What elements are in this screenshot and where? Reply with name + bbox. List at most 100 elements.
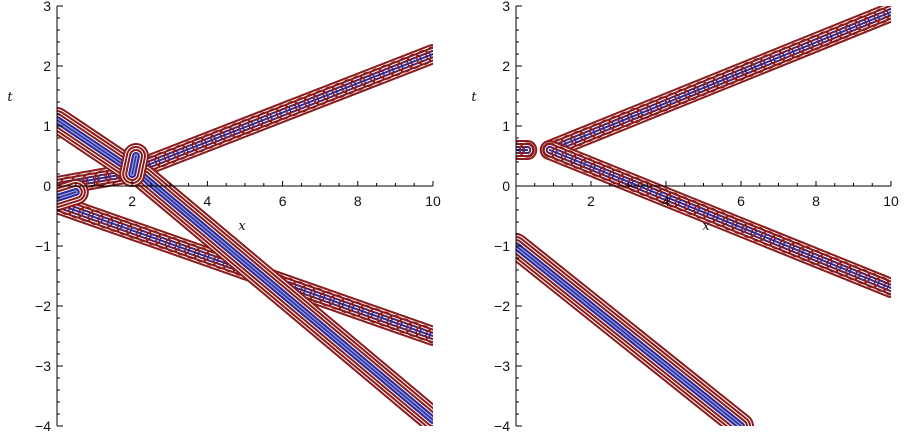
- x-tick-label: 2: [128, 193, 136, 209]
- bead-ring: [275, 104, 292, 120]
- series-band: [57, 107, 142, 181]
- bead-ring: [760, 54, 776, 70]
- bead-ring: [425, 328, 433, 344]
- bead-ring: [741, 61, 757, 78]
- bead-ring: [864, 12, 880, 28]
- bead-ring: [617, 173, 634, 189]
- bead-ring: [684, 84, 700, 101]
- bead-ring: [359, 71, 376, 88]
- bead-ring: [313, 90, 329, 106]
- bead-ring: [854, 268, 871, 285]
- bead-ring: [165, 237, 181, 253]
- bead-ring: [377, 311, 393, 327]
- contour-line: [548, 11, 891, 151]
- bead-ring: [655, 96, 672, 112]
- bead-ring: [203, 250, 219, 266]
- bead-ring: [174, 240, 190, 256]
- series-band: [516, 140, 538, 160]
- bead-ring: [779, 238, 795, 254]
- bead-ring: [779, 46, 795, 62]
- y-tick-label: 3: [43, 0, 51, 14]
- bead-ring: [285, 100, 301, 117]
- y-tick-label: −2: [35, 298, 51, 314]
- bead-ring: [229, 122, 245, 138]
- bead-ring: [655, 188, 672, 204]
- bead-ring: [817, 31, 833, 47]
- bead-ring: [741, 222, 757, 239]
- bead-ring: [703, 77, 719, 93]
- bead-ring: [807, 249, 823, 265]
- contour-line: [142, 176, 433, 421]
- x-tick-label: 6: [279, 193, 287, 209]
- y-tick-label: 0: [43, 178, 51, 194]
- bead-ring: [845, 265, 861, 281]
- bead-ring: [873, 8, 890, 24]
- bead-ring: [319, 291, 335, 307]
- bead-ring: [210, 130, 226, 146]
- bead-ring: [665, 192, 681, 208]
- bead-core: [523, 146, 532, 154]
- x-axis-label: x: [702, 219, 710, 234]
- bead-ring: [145, 230, 162, 246]
- bead-ring: [836, 23, 852, 39]
- bead-ring: [173, 144, 189, 160]
- bead-ring: [406, 53, 422, 69]
- bead-ring: [386, 314, 403, 331]
- bead-ring: [731, 65, 747, 81]
- bead-ring: [826, 257, 842, 273]
- bead-ring: [570, 153, 586, 170]
- bead-ring: [247, 115, 264, 131]
- series-band: [539, 140, 891, 298]
- bead-ring: [87, 209, 104, 226]
- bead-ring: [731, 219, 747, 235]
- bead-ring: [78, 206, 94, 222]
- series-band: [539, 6, 891, 160]
- y-axis-label: t: [471, 90, 477, 105]
- bead-ring: [154, 151, 170, 168]
- x-tick-label: 2: [587, 193, 595, 209]
- bead-ring: [674, 196, 691, 212]
- bead-ring: [303, 93, 320, 109]
- left-plot: 2 4 6 8 10 −4 −3 −2 −1 0 1 2 3 x t: [7, 0, 441, 434]
- bead-ring: [684, 199, 700, 216]
- y-tick-label: 2: [43, 58, 51, 74]
- bead-ring: [328, 294, 345, 310]
- y-tick-label: −1: [494, 238, 510, 254]
- bead-ring: [266, 108, 282, 124]
- x-tick-label: 6: [737, 193, 745, 209]
- bead-ring: [646, 100, 662, 116]
- bead-ring: [769, 234, 785, 250]
- right-plot: 2 4 6 8 10 −4 −3 −2 −1 0 1 2 3 x t: [471, 0, 899, 434]
- bead-ring: [646, 184, 662, 200]
- bead-ring: [608, 169, 624, 185]
- bead-ring: [155, 233, 171, 249]
- bead-ring: [350, 75, 366, 91]
- bead-ring: [425, 46, 433, 62]
- bead-ring: [864, 272, 880, 288]
- bead-ring: [760, 230, 776, 246]
- bead-ring: [750, 58, 766, 74]
- bead-core: [887, 8, 891, 16]
- bead-ring: [191, 137, 208, 153]
- contour-line: [548, 149, 891, 289]
- bead-ring: [294, 97, 310, 113]
- y-tick-label: −3: [494, 358, 510, 374]
- series-band: [516, 233, 754, 426]
- bead-core: [516, 146, 520, 154]
- bead-ring: [826, 27, 842, 43]
- bead-ring: [83, 172, 99, 188]
- x-tick-label: 8: [812, 193, 820, 209]
- x-tick-label: 4: [204, 193, 212, 209]
- bead-ring: [416, 50, 432, 66]
- bead-ring: [599, 119, 615, 135]
- bead-ring: [194, 247, 210, 263]
- bead-ring: [331, 82, 348, 98]
- bead-ring: [883, 6, 891, 20]
- series-band: [130, 164, 433, 426]
- bead-ring: [184, 243, 200, 259]
- bead-ring: [807, 35, 823, 51]
- bead-ring: [397, 57, 413, 73]
- bead-ring: [516, 142, 524, 158]
- bead-ring: [712, 211, 728, 227]
